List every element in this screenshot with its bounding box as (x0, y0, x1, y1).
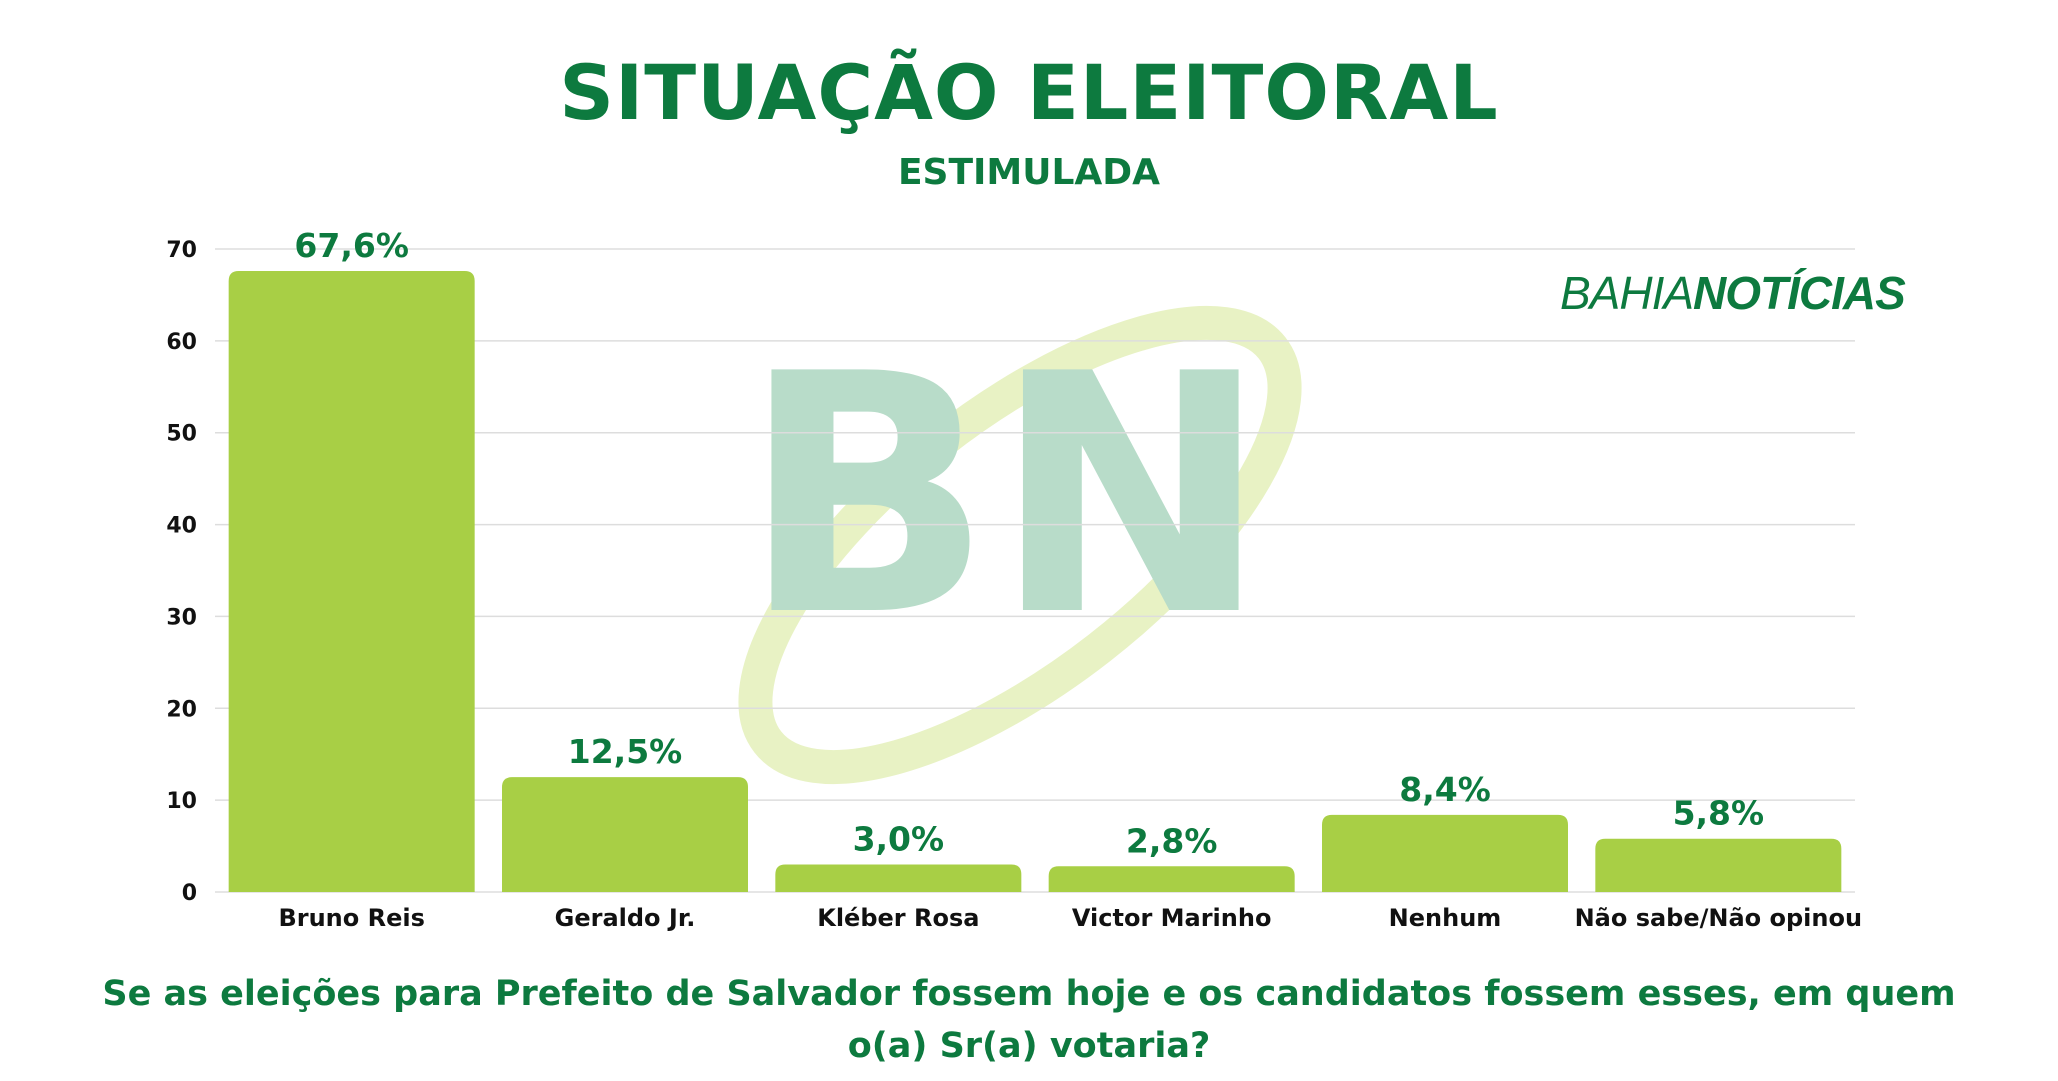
x-tick-label: Kléber Rosa (817, 904, 979, 932)
x-tick-label: Nenhum (1389, 904, 1502, 932)
data-label: 12,5% (568, 732, 683, 771)
chart-title: SITUAÇÃO ELEITORAL (559, 48, 1499, 137)
brand-light-text: BAHIA (1560, 267, 1694, 319)
x-tick-label: Bruno Reis (278, 904, 424, 932)
chart-subtitle: ESTIMULADA (897, 152, 1161, 193)
y-tick-label: 20 (166, 697, 197, 722)
bar-victor-marinho (1048, 866, 1295, 892)
bar-bruno-reis (228, 271, 475, 892)
y-tick-label: 30 (166, 605, 197, 630)
data-label: 2,8% (1126, 821, 1218, 860)
data-label: 67,6% (294, 226, 409, 265)
watermark-swoosh (738, 305, 1302, 785)
y-tick-label: 10 (166, 789, 197, 814)
y-tick-label: 40 (166, 514, 197, 539)
y-tick-label: 60 (166, 330, 197, 355)
x-tick-label: Victor Marinho (1072, 904, 1272, 932)
bar-n-o-sabe-n-o-opinou (1595, 838, 1842, 892)
bn-watermark-logo: BN (738, 304, 1302, 785)
bahia-noticias-logo: BAHIANOTÍCIAS (1560, 266, 1906, 320)
watermark-letters: BN (741, 304, 1269, 688)
bar-kl-ber-rosa (775, 864, 1022, 892)
data-label: 3,0% (853, 819, 945, 858)
bar-geraldo-jr- (502, 777, 748, 892)
y-tick-label: 70 (166, 238, 197, 263)
x-tick-label: Não sabe/Não opinou (1575, 904, 1863, 932)
bar-nenhum (1322, 814, 1568, 892)
data-label: 5,8% (1673, 794, 1765, 833)
data-label: 8,4% (1399, 770, 1491, 809)
y-tick-label: 0 (182, 881, 197, 906)
brand-heavy-text: NOTÍCIAS (1693, 267, 1906, 319)
x-tick-label: Geraldo Jr. (555, 904, 696, 932)
y-tick-label: 50 (166, 422, 197, 447)
survey-question: Se as eleições para Prefeito de Salvador… (102, 974, 1956, 1066)
